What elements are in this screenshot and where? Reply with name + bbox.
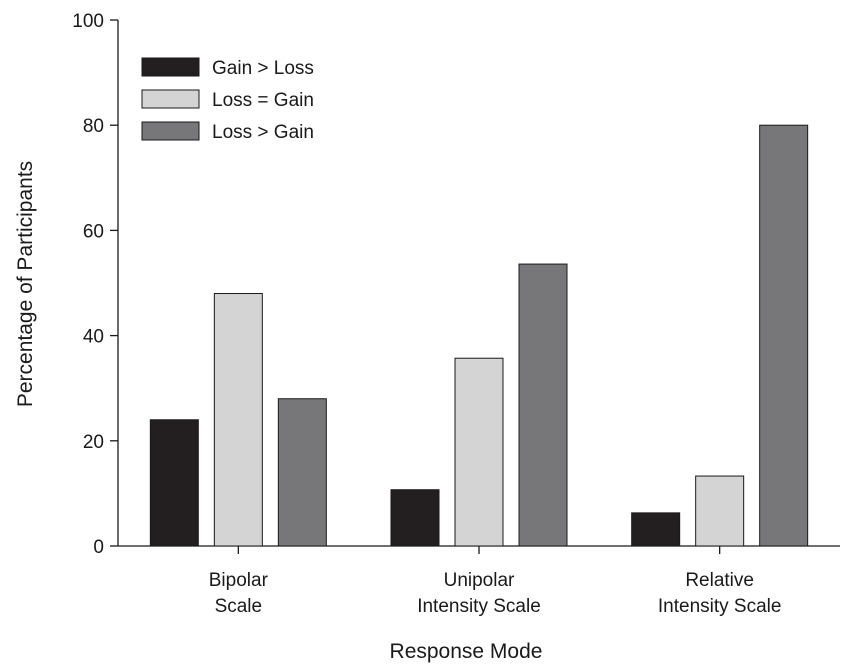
y-axis: 0 20 40 60 80 100 [72,11,119,558]
y-axis-title: Percentage of Participants [14,161,37,407]
legend-swatch [141,121,200,141]
y-tick-label: 80 [83,116,104,137]
bar [454,357,504,547]
bar [390,489,440,547]
x-axis-title: Response Mode [390,640,543,663]
y-tick-label: 0 [93,537,104,558]
bar [149,419,199,547]
x-tick-label: Unipolar [444,570,515,591]
bar [759,124,809,547]
y-tick-label: 60 [83,221,104,242]
x-axis: Bipolar Scale Unipolar Intensity Scale Relat… [118,545,840,617]
y-tick-label: 100 [72,11,104,32]
legend-label: Loss = Gain [212,90,314,111]
legend-label: Loss > Gain [212,122,314,143]
bar [213,293,263,547]
bar [518,263,568,547]
bar [695,475,745,547]
x-tick-label: Bipolar [209,570,269,591]
bar [277,398,327,547]
bar [631,512,681,547]
y-tick-label: 40 [83,327,104,348]
legend-label: Gain > Loss [212,58,314,79]
x-tick-label: Scale [215,596,263,617]
x-tick-label: Relative [685,570,754,591]
bars [149,124,809,547]
legend-swatch [141,57,200,77]
legend: Gain > Loss Loss = Gain Loss > Gain [141,57,314,143]
x-tick-label: Intensity Scale [417,596,541,617]
legend-swatch [141,89,200,109]
x-tick-label: Intensity Scale [658,596,782,617]
y-tick-label: 20 [83,432,104,453]
